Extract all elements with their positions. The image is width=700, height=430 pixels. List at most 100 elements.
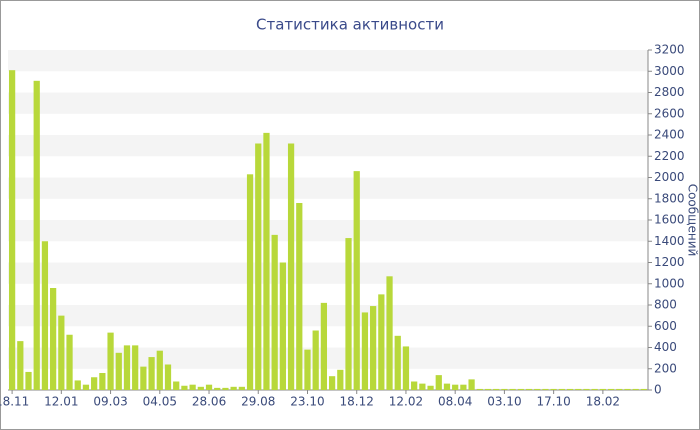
bar (542, 388, 549, 390)
bar (607, 388, 615, 390)
bar (107, 332, 114, 390)
bar (509, 388, 516, 390)
bar (468, 379, 475, 390)
bar (238, 386, 245, 390)
grid-band (8, 262, 648, 284)
bar (41, 241, 49, 390)
bar (189, 384, 196, 390)
bar (476, 388, 483, 390)
bar (534, 388, 541, 390)
bar (599, 388, 606, 390)
y-tick-label: 800 (654, 298, 677, 312)
bar (263, 132, 270, 390)
x-tick-label: 17.10 (536, 395, 570, 409)
bar (452, 384, 459, 390)
bar (378, 294, 385, 390)
bar (181, 385, 188, 390)
bar (156, 350, 163, 390)
bar (616, 388, 623, 390)
bar (501, 388, 508, 390)
grid-band (8, 135, 648, 157)
bar (82, 384, 90, 390)
y-tick-label: 1400 (654, 234, 685, 248)
x-tick-label: 28.06 (192, 395, 226, 409)
bar (164, 364, 172, 390)
bar (287, 143, 295, 390)
bar (370, 306, 377, 390)
x-tick-label: 18.02 (586, 395, 620, 409)
bar (411, 381, 418, 390)
y-tick-label: 600 (654, 319, 677, 333)
bar (296, 203, 303, 390)
y-tick-label: 3200 (654, 43, 685, 57)
x-tick-label: 23.10 (290, 395, 324, 409)
x-tick-label: 09.03 (93, 395, 127, 409)
bar (8, 70, 16, 390)
y-tick-label: 2600 (654, 106, 685, 120)
y-tick-label: 3000 (654, 64, 685, 78)
bar (640, 388, 648, 390)
bar (140, 366, 147, 390)
bar (427, 385, 434, 390)
bar (320, 302, 328, 390)
bar (74, 380, 81, 390)
bar (230, 386, 237, 390)
bar (394, 335, 401, 390)
bar (443, 383, 451, 390)
bar (337, 369, 344, 390)
bar (279, 262, 286, 390)
chart-title: Статистика активности (256, 16, 444, 34)
x-tick-label: 18.11 (0, 395, 29, 409)
bar (632, 388, 639, 390)
bar (148, 357, 155, 390)
bar (205, 384, 213, 390)
x-tick-label: 03.10 (487, 395, 521, 409)
bar (435, 375, 442, 390)
bar (493, 388, 500, 390)
bar (624, 388, 631, 390)
bar (419, 383, 426, 390)
bar (173, 381, 180, 390)
y-tick-label: 2200 (654, 149, 685, 163)
y-tick-label: 1800 (654, 191, 685, 205)
bar (255, 143, 262, 390)
bar (550, 388, 557, 390)
bar (575, 388, 582, 390)
bar (484, 388, 492, 390)
x-tick-label: 08.04 (438, 395, 472, 409)
bar (386, 276, 393, 390)
bar (50, 288, 57, 390)
y-tick-label: 1600 (654, 213, 685, 227)
y-tick-label: 1200 (654, 255, 685, 269)
bar (558, 388, 565, 390)
x-tick-label: 18.12 (340, 395, 374, 409)
bar (345, 238, 352, 390)
grid-band (8, 305, 648, 327)
bar (246, 174, 254, 390)
grid-band (8, 177, 648, 199)
x-tick-label: 12.01 (44, 395, 78, 409)
bar (132, 345, 139, 390)
bar (312, 330, 319, 390)
bar (591, 388, 598, 390)
bar (304, 349, 311, 390)
x-tick-label: 04.05 (143, 395, 177, 409)
y-axis-label: Сообщений (686, 184, 700, 257)
y-tick-label: 2000 (654, 170, 685, 184)
bar (517, 388, 524, 390)
bar (328, 376, 336, 390)
bar (361, 312, 369, 390)
bar (214, 387, 221, 390)
grid-band (8, 220, 648, 242)
bar (115, 352, 122, 390)
bar (353, 171, 360, 390)
bar (402, 346, 410, 390)
bar (197, 386, 204, 390)
y-tick-label: 200 (654, 361, 677, 375)
bar (91, 377, 98, 390)
bar (66, 334, 73, 390)
bar (58, 315, 65, 390)
bar (25, 371, 32, 390)
grid-band (8, 50, 648, 72)
